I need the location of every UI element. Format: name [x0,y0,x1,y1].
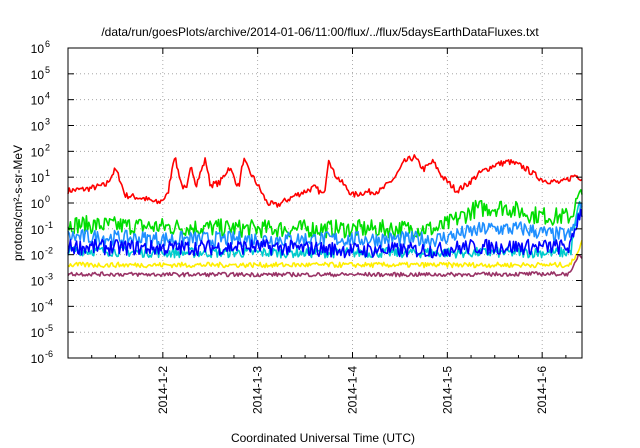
y-tick-label: 10 [31,249,45,263]
y-tick-exponent: -5 [45,323,53,333]
y-tick-label: 10 [31,145,45,159]
y-tick-exponent: -6 [45,349,53,359]
y-tick-label: 10 [31,94,45,108]
y-tick-label: 10 [31,68,45,82]
y-tick-exponent: -4 [45,297,53,307]
y-tick-label: 10 [31,171,45,185]
y-tick-exponent: 6 [45,39,50,49]
series-group [67,154,583,278]
y-tick-exponent: 0 [45,194,50,204]
x-tick-label: 2014-1-2 [156,366,170,414]
x-tick-label: 2014-1-4 [346,366,360,414]
x-tick-label: 2014-1-3 [251,366,265,414]
y-tick-label: 10 [31,275,45,289]
y-tick-exponent: 3 [45,117,50,127]
y-tick-label: 10 [31,300,45,314]
x-axis-label: Coordinated Universal Time (UTC) [231,431,415,445]
y-tick-label: 10 [31,223,45,237]
x-tick-label: 2014-1-6 [535,366,549,414]
series-line-5 [67,208,583,259]
y-tick-exponent: 2 [45,142,50,152]
y-axis-label: protons/cm²-s-sr-MeV [11,145,25,261]
y-tick-label: 10 [31,326,45,340]
y-tick-exponent: 4 [45,91,50,101]
series-line-2 [67,189,583,239]
series-line-6 [67,240,583,269]
y-tick-exponent: 1 [45,168,50,178]
series-line-1 [67,154,583,208]
y-tick-exponent: 5 [45,65,50,75]
x-axis-ticks: 2014-1-2 2014-1-3 2014-1-4 2014-1-5 2014-1-6 [91,48,567,414]
y-tick-label: 10 [31,42,45,56]
y-tick-label: 10 [31,197,45,211]
series-line-7 [67,254,583,278]
y-tick-exponent: -3 [45,272,53,282]
chart-title: /data/run/goesPlots/archive/2014-01-06/1… [101,25,539,39]
y-tick-label: 10 [31,352,45,366]
y-tick-exponent: -1 [45,220,53,230]
grid [68,48,582,358]
y-tick-exponent: -2 [45,246,53,256]
series-line-4 [67,202,583,248]
x-tick-label: 2014-1-5 [440,366,454,414]
y-tick-label: 10 [31,120,45,134]
